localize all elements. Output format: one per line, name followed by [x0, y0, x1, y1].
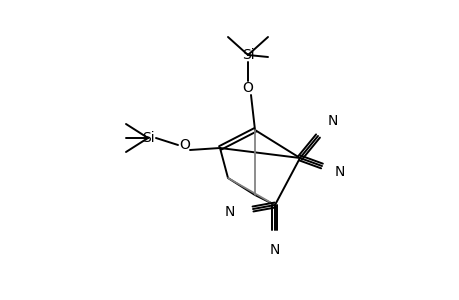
Text: Si: Si	[241, 48, 254, 62]
Text: O: O	[242, 81, 253, 95]
Text: Si: Si	[141, 131, 154, 145]
Text: O: O	[179, 138, 190, 152]
Text: N: N	[334, 165, 344, 179]
Text: N: N	[327, 114, 337, 128]
Text: N: N	[224, 205, 235, 219]
Text: N: N	[269, 243, 280, 257]
